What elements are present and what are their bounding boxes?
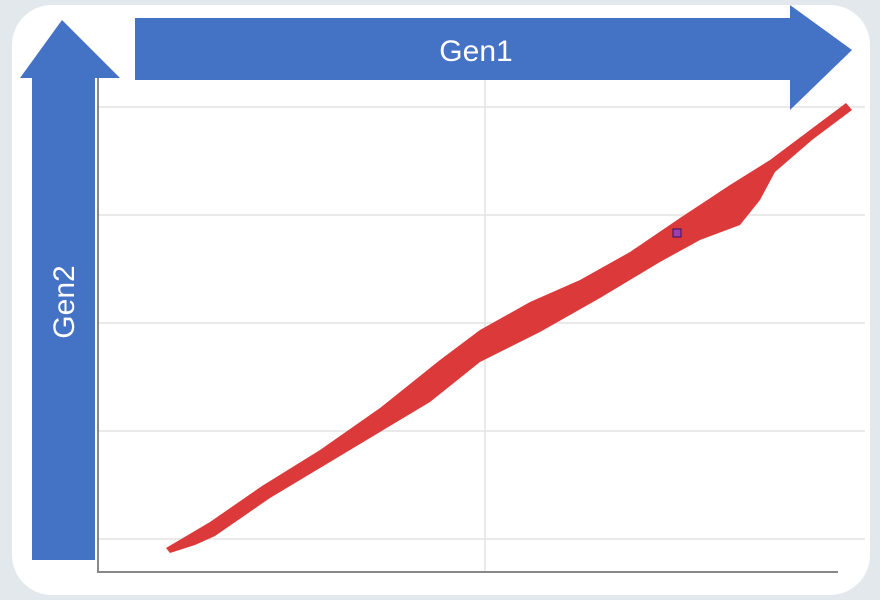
highlighted-point bbox=[672, 228, 682, 238]
point-cloud bbox=[166, 103, 852, 553]
grid bbox=[98, 80, 865, 572]
x-arrow-label: Gen1 bbox=[439, 35, 512, 68]
y-arrow bbox=[20, 20, 120, 560]
y-arrow-label: Gen2 bbox=[48, 265, 81, 338]
panel bbox=[12, 5, 870, 595]
x-arrow bbox=[135, 5, 852, 110]
